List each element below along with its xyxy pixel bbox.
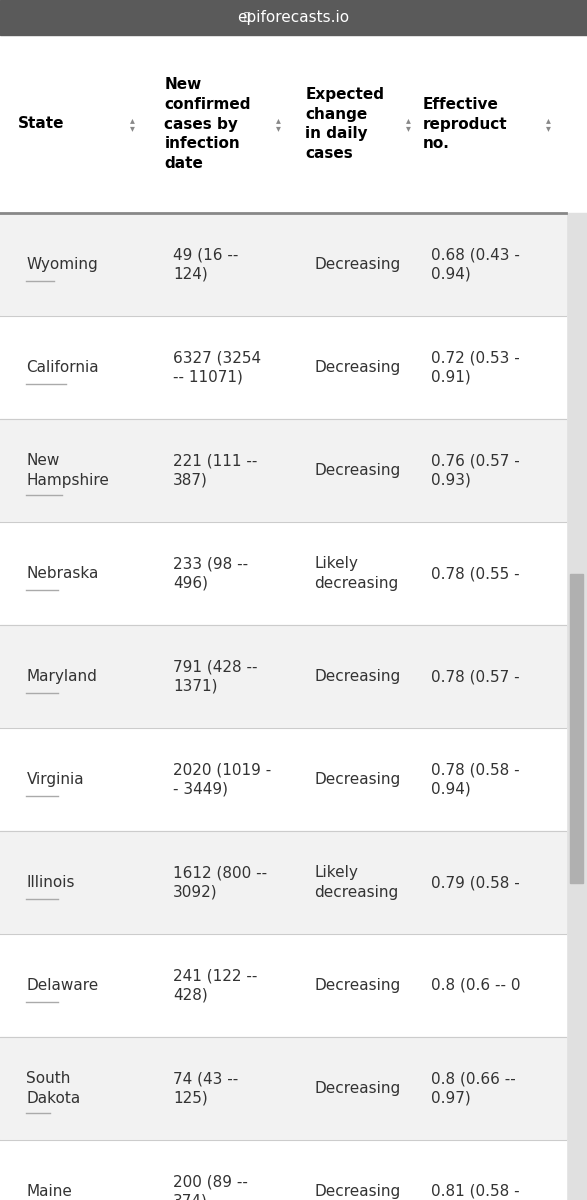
Text: South
Dakota: South Dakota <box>26 1072 80 1106</box>
Text: 0.78 (0.57 -: 0.78 (0.57 - <box>431 670 520 684</box>
Bar <box>0 934 566 1037</box>
Text: California: California <box>26 360 99 374</box>
Text: Maryland: Maryland <box>26 670 97 684</box>
Text: Effective
reproduct
no.: Effective reproduct no. <box>423 97 507 151</box>
Text: 2020 (1019 -
- 3449): 2020 (1019 - - 3449) <box>173 762 271 797</box>
Text: Decreasing: Decreasing <box>314 257 400 272</box>
Text: Virginia: Virginia <box>26 772 84 787</box>
Text: epiforecasts.io: epiforecasts.io <box>237 10 350 25</box>
Text: 1612 (800 --
3092): 1612 (800 -- 3092) <box>173 865 267 900</box>
Text: ▴
▾: ▴ ▾ <box>276 115 281 133</box>
Text: New
Hampshire: New Hampshire <box>26 454 109 488</box>
Bar <box>0 214 566 316</box>
Bar <box>0 625 566 728</box>
Text: Decreasing: Decreasing <box>314 360 400 374</box>
Bar <box>0 830 566 934</box>
Text: Illinois: Illinois <box>26 875 75 890</box>
Text: Expected
change
in daily
cases: Expected change in daily cases <box>305 86 384 161</box>
Text: Decreasing: Decreasing <box>314 978 400 992</box>
Text: 0.8 (0.66 --
0.97): 0.8 (0.66 -- 0.97) <box>431 1072 516 1106</box>
Text: ▴
▾: ▴ ▾ <box>406 115 410 133</box>
Text: 0.78 (0.58 -
0.94): 0.78 (0.58 - 0.94) <box>431 762 520 797</box>
Text: 241 (122 --
428): 241 (122 -- 428) <box>173 968 258 1003</box>
Text: 791 (428 --
1371): 791 (428 -- 1371) <box>173 659 258 694</box>
Bar <box>0 1140 566 1200</box>
Text: Decreasing: Decreasing <box>314 670 400 684</box>
Text: ▴
▾: ▴ ▾ <box>130 115 134 133</box>
Bar <box>0 1037 566 1140</box>
Text: 74 (43 --
125): 74 (43 -- 125) <box>173 1072 238 1106</box>
Text: 221 (111 --
387): 221 (111 -- 387) <box>173 454 258 488</box>
Text: 0.76 (0.57 -
0.93): 0.76 (0.57 - 0.93) <box>431 454 520 488</box>
Text: State: State <box>18 116 64 132</box>
Bar <box>566 212 587 1200</box>
Text: 0.81 (0.58 -: 0.81 (0.58 - <box>431 1184 520 1199</box>
Bar <box>0 728 566 830</box>
Text: 49 (16 --
124): 49 (16 -- 124) <box>173 247 238 282</box>
Bar <box>570 574 583 882</box>
Text: Delaware: Delaware <box>26 978 99 992</box>
Text: 200 (89 --
374): 200 (89 -- 374) <box>173 1174 248 1200</box>
Bar <box>0 316 566 419</box>
Text: 0.79 (0.58 -: 0.79 (0.58 - <box>431 875 520 890</box>
Text: Maine: Maine <box>26 1184 72 1199</box>
Bar <box>0 0 587 35</box>
Text: Decreasing: Decreasing <box>314 772 400 787</box>
Text: 0.8 (0.6 -- 0: 0.8 (0.6 -- 0 <box>431 978 521 992</box>
Bar <box>0 522 566 625</box>
Bar <box>0 419 566 522</box>
Text: 0.78 (0.55 -: 0.78 (0.55 - <box>431 566 520 581</box>
Text: ▴
▾: ▴ ▾ <box>546 115 551 133</box>
Text: Decreasing: Decreasing <box>314 463 400 478</box>
Text: Decreasing: Decreasing <box>314 1184 400 1199</box>
Text: 6327 (3254
-- 11071): 6327 (3254 -- 11071) <box>173 350 261 385</box>
Text: Decreasing: Decreasing <box>314 1081 400 1096</box>
Text: Likely
decreasing: Likely decreasing <box>314 865 399 900</box>
Text: New
confirmed
cases by
infection
date: New confirmed cases by infection date <box>164 77 251 172</box>
Text: 🔒: 🔒 <box>243 12 250 23</box>
Text: 233 (98 --
496): 233 (98 -- 496) <box>173 556 248 590</box>
Text: Wyoming: Wyoming <box>26 257 98 272</box>
Text: 0.68 (0.43 -
0.94): 0.68 (0.43 - 0.94) <box>431 247 520 282</box>
Bar <box>0 35 566 214</box>
Text: 0.72 (0.53 -
0.91): 0.72 (0.53 - 0.91) <box>431 350 520 385</box>
Text: Nebraska: Nebraska <box>26 566 99 581</box>
Text: Likely
decreasing: Likely decreasing <box>314 556 399 590</box>
